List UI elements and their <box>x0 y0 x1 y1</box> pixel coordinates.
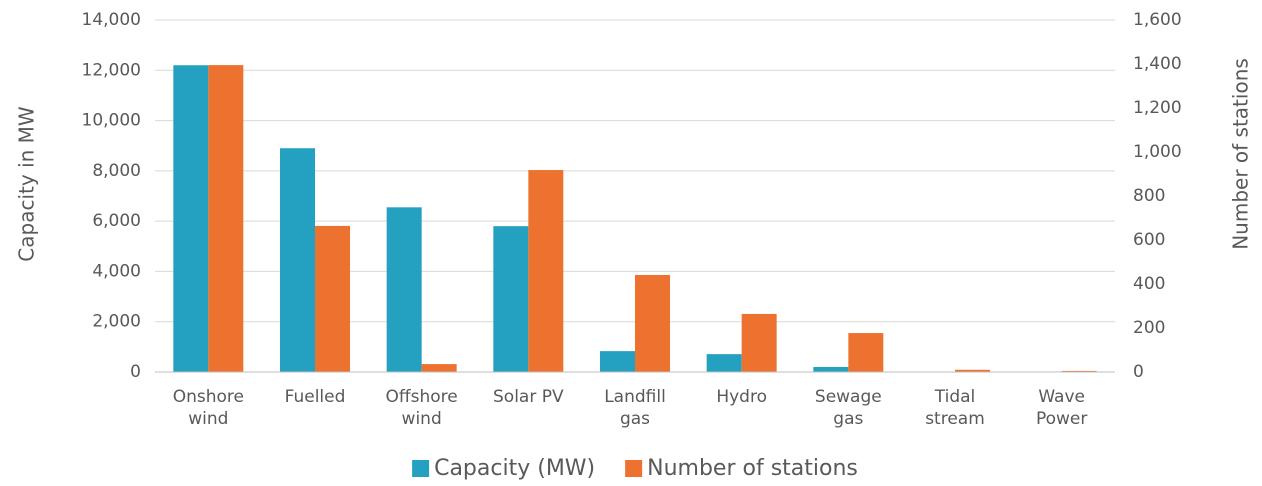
bar <box>706 354 742 372</box>
bar <box>421 364 457 372</box>
y2-tick-label: 0 <box>1133 362 1144 382</box>
y2-tick-label: 1,200 <box>1133 98 1182 118</box>
bar <box>635 274 670 372</box>
y-tick-label: 6,000 <box>92 211 141 231</box>
y2-tick-label: 1,000 <box>1133 142 1182 162</box>
legend-label: Number of stations <box>647 456 858 481</box>
bar <box>1061 370 1097 372</box>
bar <box>955 369 990 372</box>
bar <box>493 226 529 372</box>
bar <box>173 65 209 372</box>
legend-swatch <box>412 460 430 477</box>
y2-tick-label: 200 <box>1133 318 1165 338</box>
y-tick-label: 2,000 <box>92 312 141 332</box>
y2-axis-label: Number of stations <box>1229 58 1253 250</box>
y2-tick-label: 800 <box>1133 186 1165 206</box>
bar <box>600 351 635 372</box>
legend-label: Capacity (MW) <box>434 456 595 481</box>
bar <box>848 333 884 372</box>
bar <box>813 366 849 372</box>
x-tick-label: Hydro <box>716 387 767 407</box>
y-tick-label: 12,000 <box>82 60 141 80</box>
bar <box>741 313 777 372</box>
bar <box>315 225 350 372</box>
x-tick-label: Onshore wind <box>172 387 244 429</box>
bar <box>280 148 315 372</box>
y-tick-label: 4,000 <box>92 261 141 281</box>
x-tick-label: Fuelled <box>284 387 346 407</box>
y2-tick-label: 1,400 <box>1133 54 1182 74</box>
bar <box>386 207 422 372</box>
y2-tick-label: 400 <box>1133 274 1165 294</box>
y-tick-label: 8,000 <box>92 161 141 181</box>
x-tick-label: Sewage gas <box>814 387 882 429</box>
y2-tick-label: 1,600 <box>1133 10 1182 30</box>
x-tick-label: Solar PV <box>493 387 564 407</box>
y-tick-label: 10,000 <box>82 111 141 131</box>
x-tick-label: Wave Power <box>1035 387 1088 429</box>
x-tick-label: Offshore wind <box>385 387 458 429</box>
bar <box>528 170 564 372</box>
bar <box>208 65 244 372</box>
y-tick-label: 14,000 <box>82 10 141 30</box>
y-axis-label: Capacity in MW <box>15 106 39 262</box>
x-tick-label: Tidal stream <box>925 387 985 429</box>
y2-tick-label: 600 <box>1133 230 1165 250</box>
y-tick-label: 0 <box>130 362 141 382</box>
legend-swatch <box>625 460 643 477</box>
x-tick-label: Landfill gas <box>604 387 666 429</box>
